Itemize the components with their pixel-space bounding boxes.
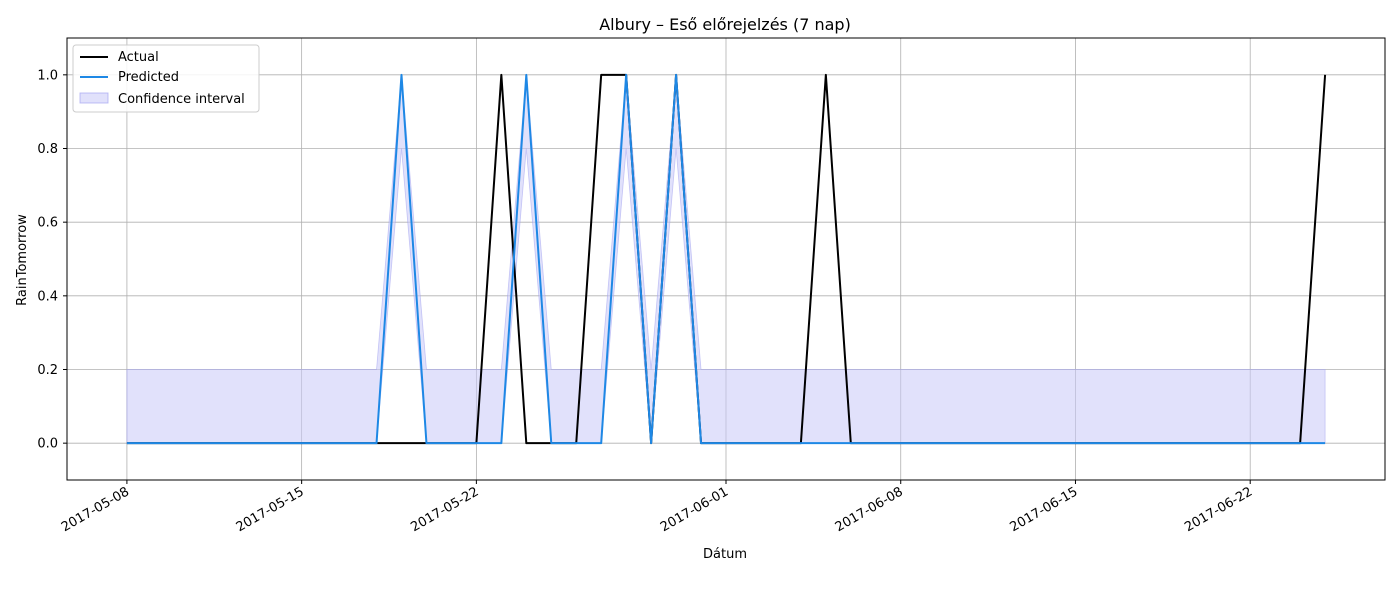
x-tick-label: 2017-06-08 [833, 484, 906, 535]
legend-predicted-label: Predicted [118, 70, 179, 85]
x-axis-ticks: 2017-05-08 2017-05-15 2017-05-22 2017-06-01… [59, 480, 1255, 535]
y-tick-label: 0.2 [37, 363, 58, 378]
legend-ci-label: Confidence interval [118, 92, 245, 107]
y-tick-label: 1.0 [37, 68, 58, 83]
legend: Actual Predicted Confidence interval [72, 44, 260, 113]
legend-actual-label: Actual [118, 50, 159, 65]
series-lines [126, 73, 1327, 445]
predicted-series-line [126, 73, 1326, 445]
y-tick-label: 0.8 [37, 142, 58, 157]
legend-ci-swatch [79, 92, 109, 104]
y-tick-label: 0.4 [37, 289, 58, 304]
x-tick-label: 2017-05-08 [59, 484, 132, 535]
y-axis-ticks: 0.0 0.2 0.4 0.6 0.8 1.0 [37, 68, 67, 452]
x-tick-label: 2017-06-01 [658, 484, 731, 535]
y-tick-label: 0.6 [37, 216, 58, 231]
x-tick-label: 2017-06-22 [1182, 484, 1255, 535]
chart-title: Albury – Eső előrejelzés (7 nap) [599, 15, 851, 34]
x-tick-label: 2017-05-22 [408, 484, 481, 535]
legend-box [72, 44, 260, 113]
x-tick-label: 2017-06-15 [1008, 484, 1081, 535]
y-tick-label: 0.0 [37, 437, 58, 452]
x-tick-label: 2017-05-15 [234, 484, 307, 535]
y-axis-label: RainTomorrow [15, 214, 30, 306]
x-axis-label: Dátum [703, 547, 747, 562]
